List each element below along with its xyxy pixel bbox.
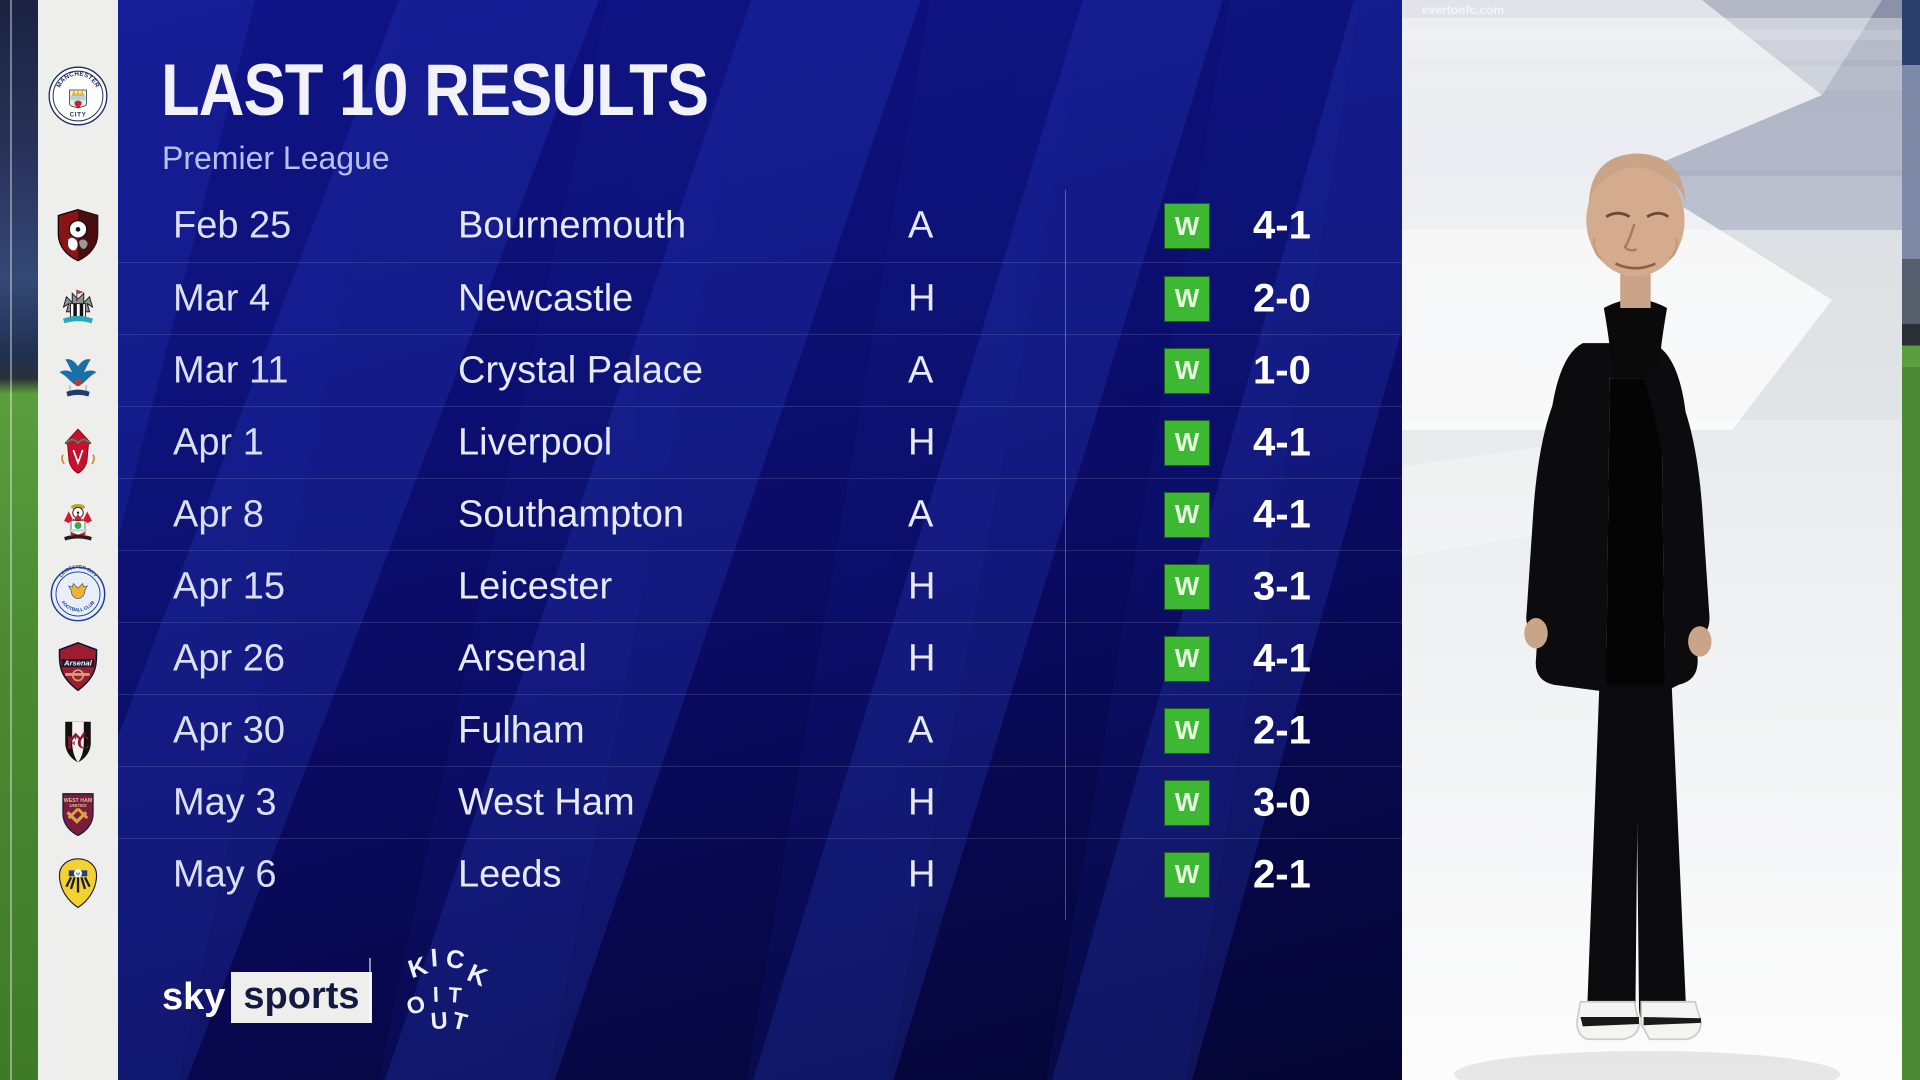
svg-text:T: T [448, 982, 463, 1008]
svg-text:I: I [430, 945, 439, 973]
svg-text:Arsenal: Arsenal [63, 658, 93, 667]
svg-text:I: I [433, 982, 440, 1007]
svg-text:U: U [430, 1007, 449, 1034]
svg-text:CITY: CITY [70, 111, 87, 118]
svg-text:O: O [403, 990, 428, 1020]
svg-text:K: K [463, 959, 492, 992]
svg-text:T: T [450, 1007, 471, 1036]
svg-text:C: C [444, 945, 466, 975]
svg-text:Ψ: Ψ [76, 871, 80, 876]
svg-text:K: K [405, 952, 432, 985]
svg-text:UNITED: UNITED [69, 803, 87, 808]
